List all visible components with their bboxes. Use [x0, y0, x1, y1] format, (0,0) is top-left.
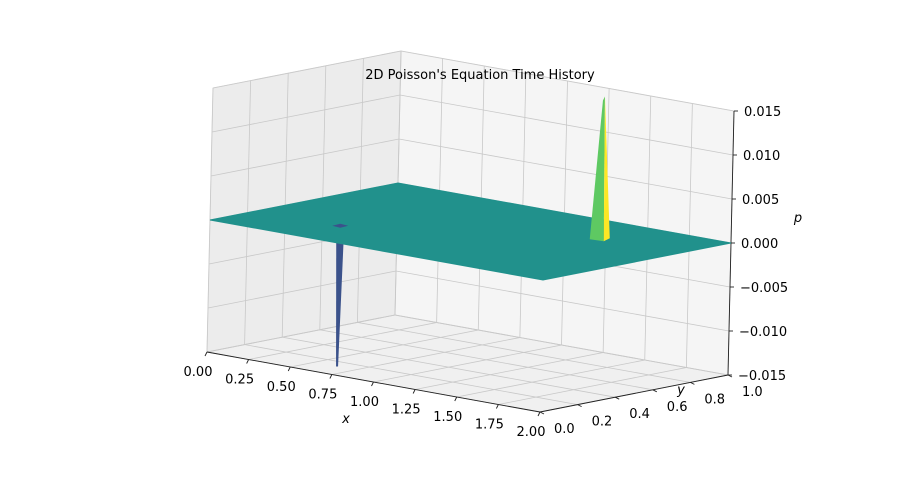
tick-labels: 0.00 0.25 0.50 0.75 1.00 1.25 1.50 1.75 2.00 0.0 0… [184, 105, 789, 440]
x-tick-label: 1.75 [475, 418, 504, 433]
z-tick-label: 0.010 [743, 149, 780, 164]
z-grid-line [210, 138, 733, 200]
y-tick-label: 0.0 [554, 422, 575, 437]
z-grid-line [207, 270, 730, 332]
x-tick-mark [246, 359, 250, 364]
y-tick-mark [614, 396, 620, 400]
y-tick-mark [652, 389, 658, 393]
z-grid-line [206, 314, 729, 376]
z-tick-label: 0.015 [744, 105, 781, 120]
grid-lines [206, 50, 735, 413]
z-tick-label: −0.015 [738, 369, 786, 384]
x-tick-label: 0.50 [267, 380, 296, 395]
x-tick-label: 0.00 [184, 365, 213, 380]
y-tick-label: 0.2 [592, 415, 613, 430]
y-axis-line [539, 374, 729, 413]
x-tick-label: 1.00 [350, 395, 379, 410]
x-tick-label: 1.50 [433, 410, 462, 425]
chart-title: 2D Poisson's Equation Time History [365, 68, 595, 83]
negative-peak [336, 225, 345, 367]
positive-peak-right-face [603, 96, 610, 242]
x-axis-label: x [341, 412, 350, 427]
x-tick-mark [371, 381, 374, 387]
x-tick-mark [454, 396, 458, 402]
y-tick-mark [539, 411, 545, 415]
y-tick-mark [690, 381, 695, 385]
y-axis-label: y [676, 383, 685, 398]
x-tick-mark [204, 351, 208, 357]
x-tick-label: 0.25 [225, 373, 254, 388]
z-tick-label: −0.005 [740, 281, 788, 296]
z-tick-label: 0.005 [742, 193, 779, 208]
z-tick-label: −0.010 [739, 325, 787, 340]
y-tick-label: 1.0 [742, 385, 763, 400]
x-tick-mark [287, 366, 291, 372]
negative-peak-mark [332, 223, 349, 228]
surface-plot [209, 96, 732, 367]
positive-peak-left-face [589, 96, 605, 242]
x-tick-mark [495, 404, 499, 409]
x-tick-mark [329, 374, 333, 379]
y-tick-label: 0.4 [629, 407, 650, 422]
z-grid-line [212, 50, 735, 112]
z-axis-label: p [793, 211, 802, 226]
y-tick-label: 0.6 [667, 400, 688, 415]
y-tick-mark [577, 404, 582, 408]
y-tick-label: 0.8 [704, 392, 725, 407]
x-tick-label: 0.75 [308, 388, 337, 403]
x-tick-label: 1.25 [392, 403, 421, 418]
z-tick-label: 0.000 [741, 237, 778, 252]
z-grid-line [211, 94, 734, 156]
x-tick-mark [537, 411, 541, 417]
x-tick-label: 2.00 [517, 425, 546, 440]
x-tick-mark [412, 389, 416, 394]
